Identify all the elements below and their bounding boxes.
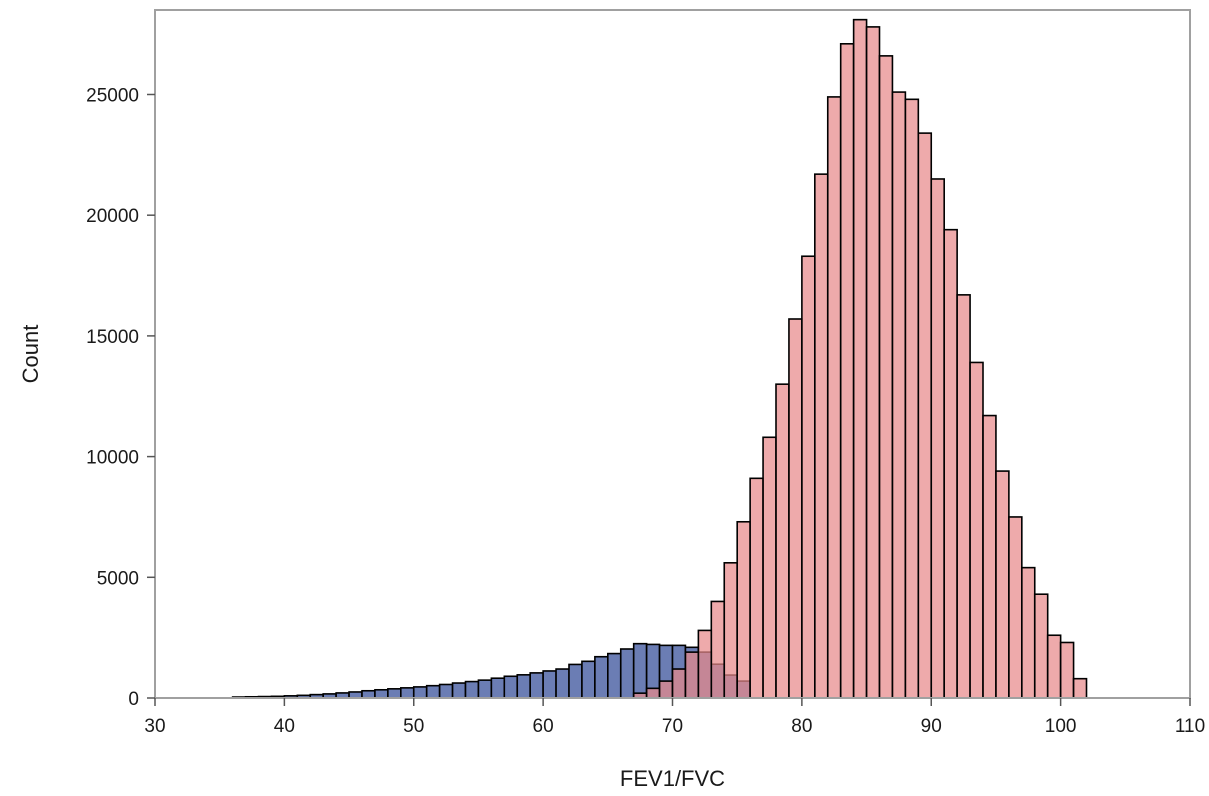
series-2-bar (671, 668, 687, 699)
series-2-bar (788, 318, 803, 699)
series-2-bar (684, 651, 700, 699)
series-1-bar (438, 683, 454, 699)
series-2-bar (814, 173, 829, 699)
series-1-bar (374, 688, 389, 699)
series-2-bar (891, 91, 907, 699)
x-tick-label: 100 (1045, 716, 1077, 737)
series-1-bar (387, 688, 402, 699)
y-tick-label: 20000 (86, 206, 139, 227)
series-2-bar (658, 680, 674, 699)
x-tick-label: 30 (144, 716, 165, 737)
series-1-bar (542, 670, 557, 699)
series-1-bar (632, 642, 648, 699)
series-2-bar (865, 26, 881, 699)
series-1-bar (568, 663, 583, 699)
y-tick-label: 0 (128, 689, 139, 710)
series-2-bar (736, 520, 751, 699)
series-2-bar (839, 42, 855, 699)
series-2-bar (969, 361, 984, 699)
x-tick-label: 70 (662, 716, 683, 737)
series-1-bar (477, 679, 493, 699)
series-1-bar (529, 672, 544, 699)
series-2-bar (1033, 593, 1049, 699)
series-2-bar (1046, 634, 1062, 699)
x-axis: 30 40 50 60 70 80 90 100 110 (144, 698, 1205, 737)
series-2-bar (775, 383, 790, 699)
series-2-bar (826, 96, 842, 699)
series-1-bar (516, 674, 531, 699)
series-2-bar (1008, 516, 1023, 699)
series-2-bar (852, 18, 868, 699)
series-1-bar (594, 655, 609, 699)
series-2-bar (801, 255, 816, 699)
series-2-bar (995, 470, 1010, 699)
y-tick-label: 10000 (86, 448, 139, 469)
series-2-bar (710, 600, 726, 699)
series-1-bar (361, 689, 376, 699)
series-2-bar (723, 562, 738, 699)
y-tick-label: 15000 (86, 327, 139, 348)
series-1-bar (412, 686, 428, 699)
series-1-bar (581, 660, 596, 699)
series-2-bar (1021, 566, 1036, 699)
series-1-bar (619, 648, 635, 699)
series-2-bars (632, 18, 1088, 699)
series-2-bar (1059, 641, 1075, 699)
series-1-bar (555, 668, 570, 699)
y-tick-label: 25000 (86, 85, 139, 106)
x-tick-label: 90 (921, 716, 942, 737)
series-1-bar (400, 687, 415, 699)
x-tick-label: 40 (274, 716, 295, 737)
y-tick-label: 5000 (97, 568, 139, 589)
series-1-bar (503, 675, 519, 699)
x-tick-label: 110 (1175, 716, 1205, 737)
series-2-bar (943, 228, 958, 699)
series-2-bar (917, 132, 933, 699)
series-2-bar (1072, 677, 1088, 699)
x-tick-label: 60 (533, 716, 554, 737)
series-1-bar (490, 677, 506, 699)
series-2-bar (904, 98, 920, 699)
series-2-bar (762, 436, 777, 699)
x-axis-title: FEV1/FVC (620, 766, 725, 791)
series-1-bar (464, 680, 480, 699)
series-2-bar (645, 687, 661, 699)
series-1-bar (451, 682, 467, 699)
y-axis: 0 5000 10000 15000 20000 25000 (86, 85, 155, 710)
series-1-bar (425, 684, 441, 699)
series-2-bar (878, 55, 894, 699)
series-2-bar (930, 178, 945, 699)
y-axis-title: Count (18, 325, 43, 384)
x-tick-label: 80 (791, 716, 812, 737)
series-2-bar (749, 477, 764, 699)
series-2-bar (982, 414, 997, 699)
series-2-bar (697, 629, 713, 699)
series-1-bar (607, 652, 622, 699)
series-2-bar (956, 294, 971, 699)
x-tick-label: 50 (403, 716, 424, 737)
